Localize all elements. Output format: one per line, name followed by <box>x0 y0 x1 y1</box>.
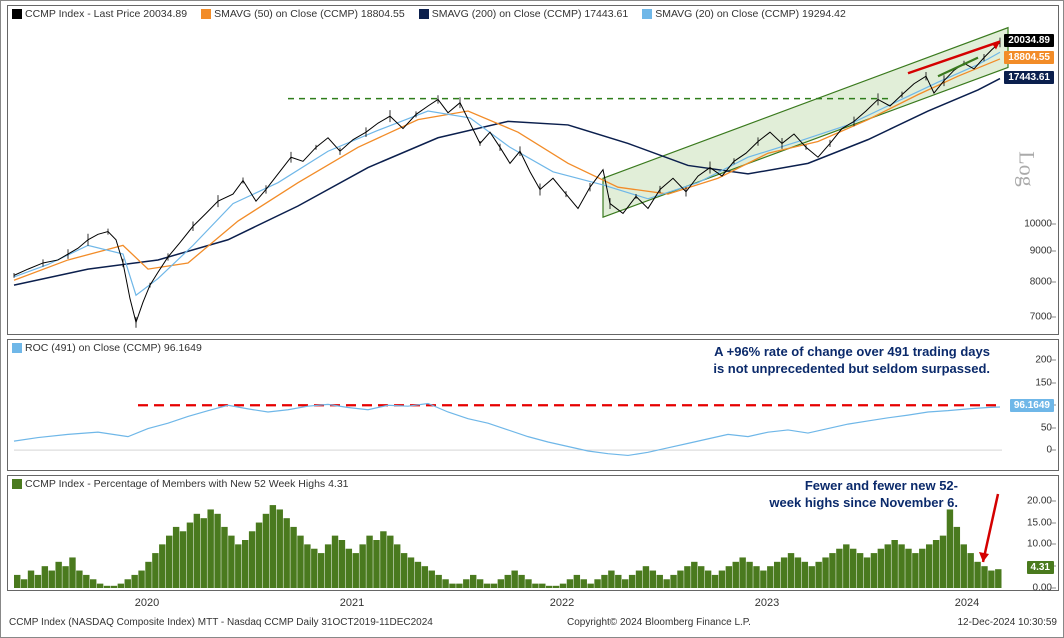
roc-yaxis: 05010015020096.1649 <box>1004 340 1056 470</box>
main-price-panel: CCMP Index - Last Price 20034.89 SMAVG (… <box>7 5 1059 335</box>
xaxis-year-label: 2021 <box>340 597 364 609</box>
roc-chart-svg <box>8 340 1058 470</box>
time-axis: 2020 2021 2022 2023 2024 <box>7 593 1059 617</box>
xaxis-year-label: 2022 <box>550 597 574 609</box>
footer-timestamp: 12-Dec-2024 10:30:59 <box>957 617 1057 628</box>
pct-panel: CCMP Index - Percentage of Members with … <box>7 475 1059 591</box>
main-chart-svg <box>8 6 1058 334</box>
xaxis-year-label: 2020 <box>135 597 159 609</box>
main-yaxis: 7000800090001000020034.8918804.5517443.6… <box>1004 6 1056 334</box>
roc-panel: ROC (491) on Close (CCMP) 96.1649 A +96%… <box>7 339 1059 471</box>
xaxis-year-label: 2023 <box>755 597 779 609</box>
footer-copyright: Copyright© 2024 Bloomberg Finance L.P. <box>567 617 751 628</box>
chart-footer: CCMP Index (NASDAQ Composite Index) MTT … <box>7 617 1059 635</box>
footer-left: CCMP Index (NASDAQ Composite Index) MTT … <box>9 617 433 628</box>
pct-chart-svg <box>8 476 1058 590</box>
pct-yaxis: 0.005.0010.0015.0020.004.31 <box>1004 476 1056 590</box>
xaxis-year-label: 2024 <box>955 597 979 609</box>
